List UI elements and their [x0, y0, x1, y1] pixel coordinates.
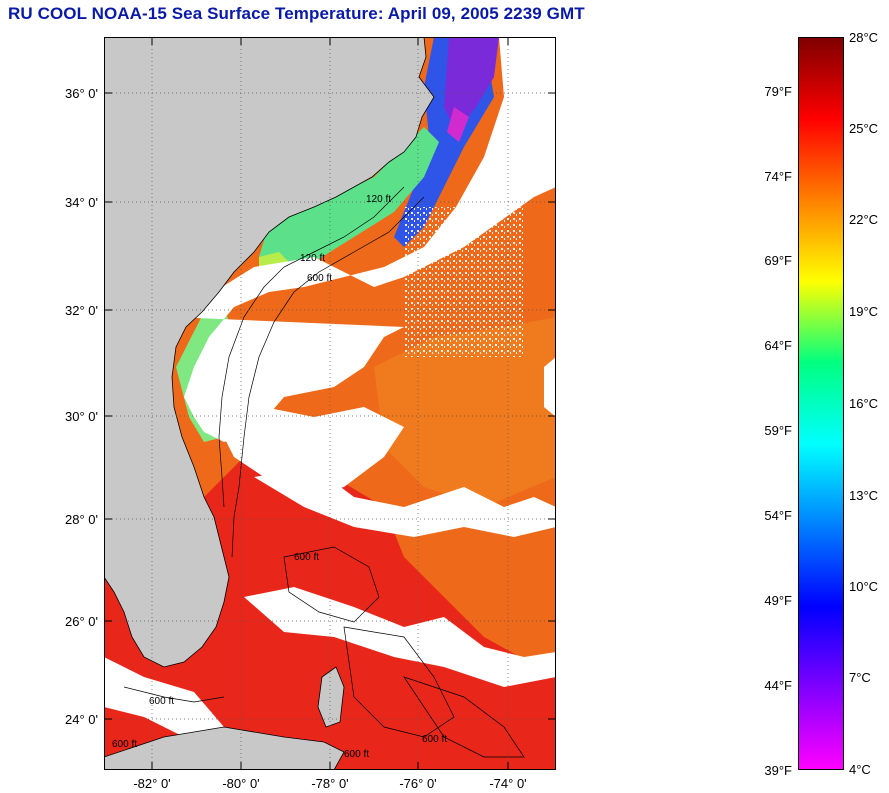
- page-title: RU COOL NOAA-15 Sea Surface Temperature:…: [8, 4, 585, 23]
- contour-label: 600 ft: [112, 739, 137, 750]
- axis-ticks: [104, 37, 556, 770]
- lat-label: 26° 0': [65, 614, 98, 629]
- lon-label: -80° 0': [222, 776, 260, 791]
- fahrenheit-label: 54°F: [764, 508, 792, 523]
- florida-keys-contour: [123, 686, 225, 703]
- cloud-band-3: [244, 587, 556, 687]
- celsius-label: 25°C: [849, 121, 879, 136]
- warm-patch: [374, 317, 556, 507]
- shelf-contour-600ft: [231, 196, 425, 558]
- contour-label: 600 ft: [149, 696, 174, 707]
- celsius-label: 28°C: [849, 30, 879, 45]
- lat-label: 30° 0': [65, 409, 98, 424]
- cloud-cover: [174, 37, 556, 442]
- lat-label: 32° 0': [65, 303, 98, 318]
- magenta-water: [447, 107, 469, 142]
- cloud-speckle: [404, 207, 524, 357]
- bahamas-bank-contour-3: [403, 676, 525, 758]
- celsius-label: 13°C: [849, 488, 879, 503]
- lon-label: -82° 0': [133, 776, 171, 791]
- fahrenheit-label: 44°F: [764, 678, 792, 693]
- bahamas-bank-contour: [283, 546, 380, 623]
- fahrenheit-label: 39°F: [764, 763, 792, 778]
- celsius-label: 22°C: [849, 212, 879, 227]
- cloud-band-5: [544, 357, 556, 417]
- lon-label: -78° 0': [311, 776, 349, 791]
- celsius-label: 7°C: [849, 670, 871, 685]
- us-land: [104, 37, 435, 668]
- contour-label: 600 ft: [294, 552, 319, 563]
- fahrenheit-label: 49°F: [764, 593, 792, 608]
- sst-map: 120 ft 600 ft 120 ft 600 ft 600 ft 600 f…: [104, 37, 556, 770]
- lon-label: -74° 0': [489, 776, 527, 791]
- lat-label: 28° 0': [65, 512, 98, 527]
- lon-label: -76° 0': [399, 776, 437, 791]
- contour-label: 600 ft: [344, 749, 369, 760]
- shelf-contour-120ft: [218, 186, 405, 508]
- lat-label: 34° 0': [65, 195, 98, 210]
- celsius-label: 16°C: [849, 396, 879, 411]
- fahrenheit-label: 64°F: [764, 338, 792, 353]
- cloud-band: [214, 407, 404, 497]
- contour-label: 600 ft: [307, 273, 332, 284]
- fahrenheit-label: 69°F: [764, 253, 792, 268]
- purple-water: [444, 37, 499, 132]
- lat-label: 36° 0': [65, 86, 98, 101]
- celsius-label: 10°C: [849, 579, 879, 594]
- contour-label: 600 ft: [422, 734, 447, 745]
- contour-label: 120 ft: [366, 194, 391, 205]
- bahamas-island: [317, 666, 345, 728]
- cuba-land: [104, 726, 345, 770]
- fahrenheit-label: 79°F: [764, 84, 792, 99]
- cloud-band-2: [254, 467, 556, 537]
- bahamas-bank-contour-2: [343, 626, 455, 738]
- fahrenheit-label: 59°F: [764, 423, 792, 438]
- fahrenheit-label: 74°F: [764, 169, 792, 184]
- lat-label: 24° 0': [65, 712, 98, 727]
- contour-label: 120 ft: [300, 253, 325, 264]
- celsius-label: 4°C: [849, 762, 871, 777]
- graticule: [104, 37, 556, 770]
- celsius-label: 19°C: [849, 304, 879, 319]
- temperature-colorbar: [798, 37, 844, 770]
